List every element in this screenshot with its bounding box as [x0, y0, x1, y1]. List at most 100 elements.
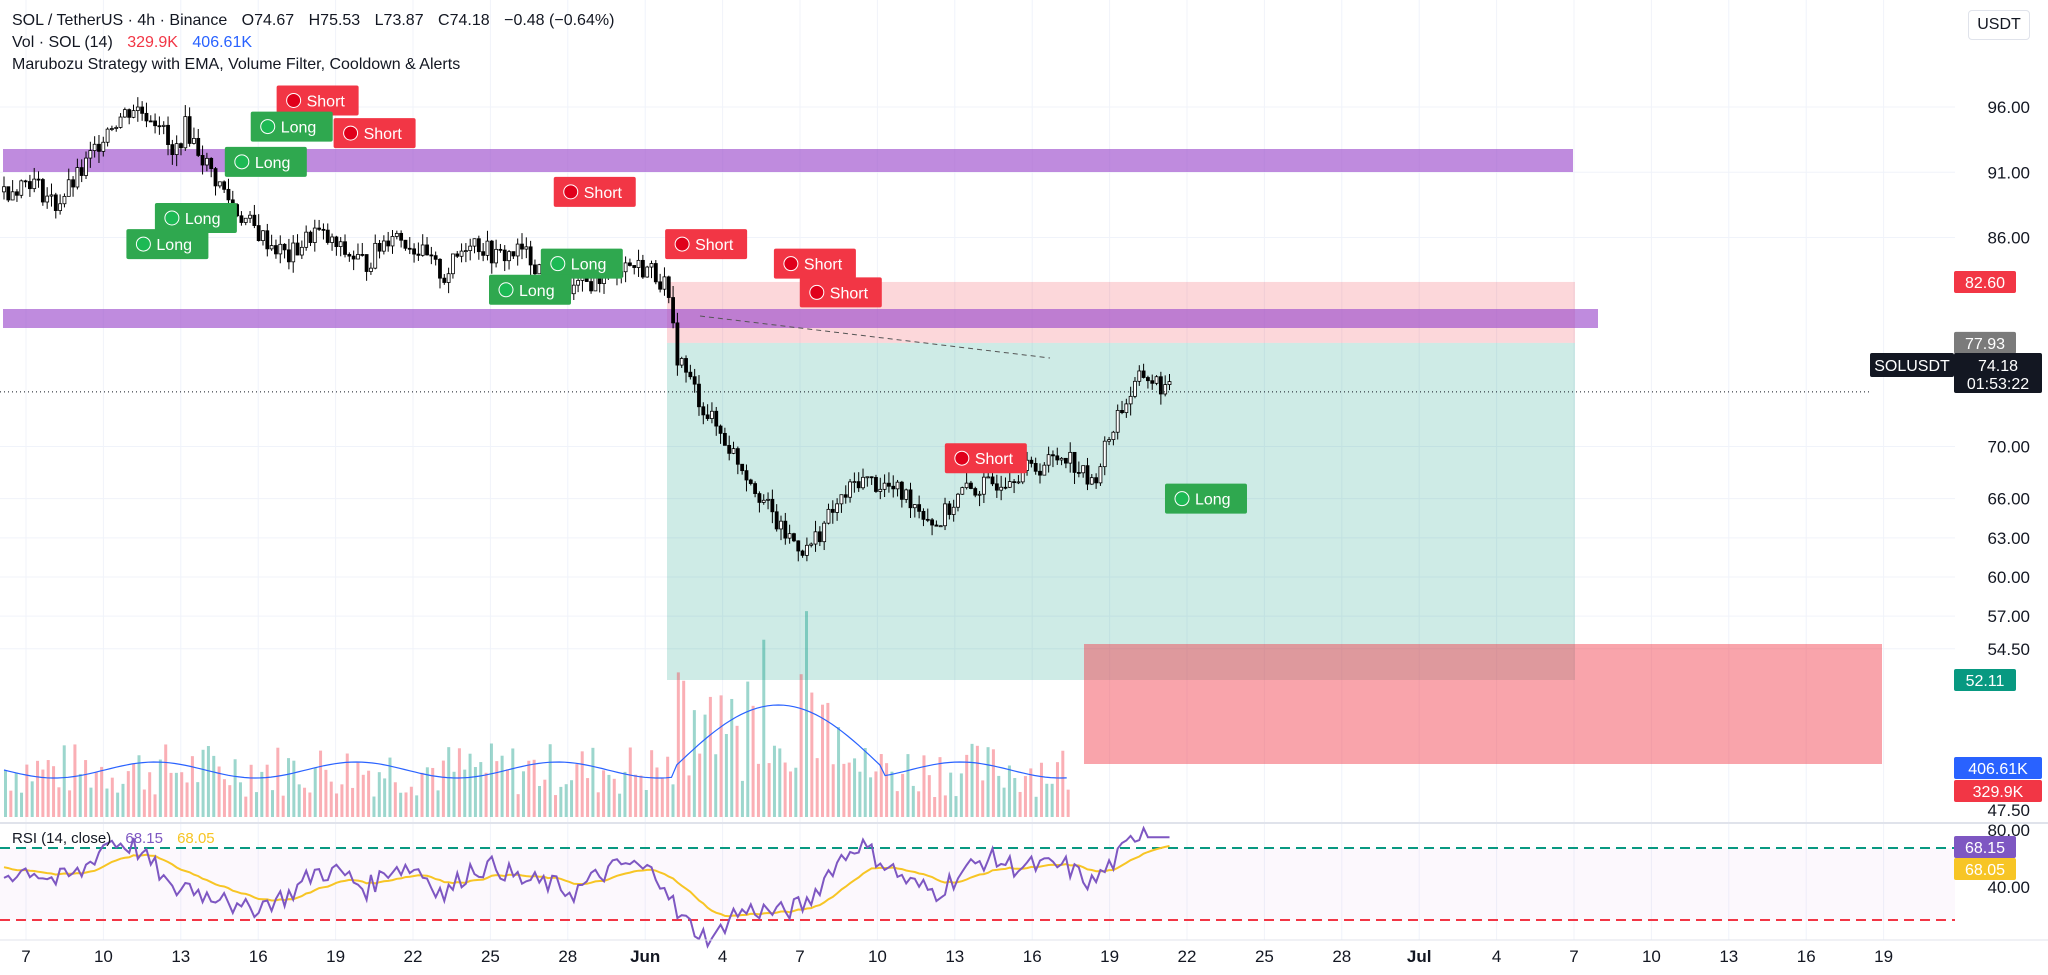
volume-bar: [468, 753, 472, 817]
symbol-tag-bg: [1870, 353, 1954, 377]
candle-body: [796, 540, 801, 552]
volume-bar: [783, 762, 787, 817]
volume-bar: [164, 744, 168, 817]
candle-body: [843, 494, 848, 498]
candle-body: [472, 238, 477, 247]
candle-body: [830, 508, 835, 513]
target-price-badge: 82.60: [1954, 270, 2016, 293]
candle-body: [127, 109, 132, 118]
date-tick: 19: [1100, 947, 1119, 966]
short-signal: Short: [799, 277, 882, 308]
green-dot-icon: [260, 119, 276, 135]
candle-body: [973, 488, 978, 496]
date-tick: 25: [1255, 947, 1274, 966]
candle-body: [865, 476, 870, 479]
candle-body: [502, 249, 507, 262]
candle-body: [757, 493, 762, 503]
candle-body: [1068, 451, 1073, 464]
signal-label: Long: [255, 155, 291, 172]
volume-bar: [335, 793, 339, 817]
rsi-ma-value: 68.05: [177, 830, 215, 847]
long-signal: Long: [489, 274, 571, 305]
volume-bar: [596, 792, 600, 817]
volume-bar: [68, 790, 72, 817]
volume-bar: [78, 773, 82, 817]
candle-body: [1150, 380, 1155, 384]
volume-bar: [319, 750, 323, 817]
candle-body: [79, 167, 84, 176]
last-price: 74.18: [1978, 358, 2018, 375]
volume-bar: [196, 782, 200, 817]
candle-body: [66, 179, 71, 197]
volume-bar: [917, 791, 921, 817]
volume-bar: [367, 770, 371, 817]
green-dot-icon: [1174, 491, 1190, 507]
signal-box: [154, 202, 237, 233]
volume-bar: [831, 764, 835, 817]
price-tick: 70.00: [1987, 437, 2030, 456]
red-dot-icon: [343, 125, 359, 141]
volume-bar: [201, 749, 205, 817]
date-tick: 4: [718, 947, 727, 966]
volume-bar: [324, 769, 328, 817]
volume-bar: [527, 760, 531, 817]
volume-bar: [965, 754, 969, 817]
candle-body: [856, 481, 861, 489]
volume-bar: [991, 749, 995, 817]
candle-body: [243, 217, 248, 223]
price-tick: 47.50: [1987, 801, 2030, 820]
candle-body: [53, 194, 58, 211]
candle-body: [718, 425, 723, 434]
date-tick: 19: [1874, 947, 1893, 966]
volume-bar: [751, 705, 755, 817]
volume-bar: [842, 763, 846, 817]
candle-body: [269, 245, 274, 250]
volume-bar: [639, 775, 643, 817]
candle-body: [412, 248, 416, 255]
last-price-bg: [1954, 353, 2042, 393]
volume-bar: [212, 755, 216, 817]
green-dot-icon: [164, 210, 180, 226]
candle-body: [187, 116, 192, 144]
symbol-tag: SOLUSDT: [1874, 358, 1950, 375]
volume-bar: [340, 784, 344, 817]
candle-body: [256, 225, 261, 242]
candle-body: [1167, 381, 1172, 385]
candle-body: [179, 143, 183, 149]
volume-bar: [767, 763, 771, 817]
candle-body: [196, 137, 201, 156]
candle-body: [662, 276, 667, 290]
strategy-legend: Marubozu Strategy with EMA, Volume Filte…: [12, 56, 470, 74]
target-price-badge-bg: [1954, 270, 2016, 293]
volume-bar: [981, 780, 985, 817]
volume-bar: [714, 754, 718, 817]
volume-bar: [901, 773, 905, 817]
volume-ma-value: 406.61K: [192, 34, 253, 51]
candle-body: [97, 143, 101, 152]
volume-bar: [36, 760, 40, 817]
date-tick: 13: [1719, 947, 1738, 966]
candle-body: [403, 239, 408, 249]
candle-body: [308, 231, 313, 243]
volume-bar: [345, 753, 349, 817]
volume-bar: [762, 639, 766, 817]
rsi-tick: 80.00: [1987, 821, 2030, 840]
green-dot-icon: [550, 256, 566, 272]
price-axis: 96.00 91.00 86.00 70.00 66.00 63.00 60.00 57.00…: [1987, 98, 2030, 897]
date-tick: 28: [1332, 947, 1351, 966]
volume-bar: [20, 792, 24, 817]
symbol-title: SOL / TetherUS · 4h · Binance: [12, 12, 228, 29]
candle-body: [88, 150, 93, 159]
candle-body: [299, 246, 304, 256]
long-signal: Long: [540, 248, 623, 279]
volume-bar: [1018, 791, 1022, 817]
volume-bar: [73, 744, 77, 817]
green-dot-icon: [498, 282, 514, 298]
candle-body: [1102, 440, 1107, 468]
volume-bar: [495, 761, 499, 817]
volume-legend: Vol · SOL (14) 329.9K 406.61K: [12, 34, 262, 52]
candle-body: [1163, 384, 1168, 395]
currency-button[interactable]: USDT: [1968, 10, 2030, 40]
volume-bar: [719, 695, 723, 817]
